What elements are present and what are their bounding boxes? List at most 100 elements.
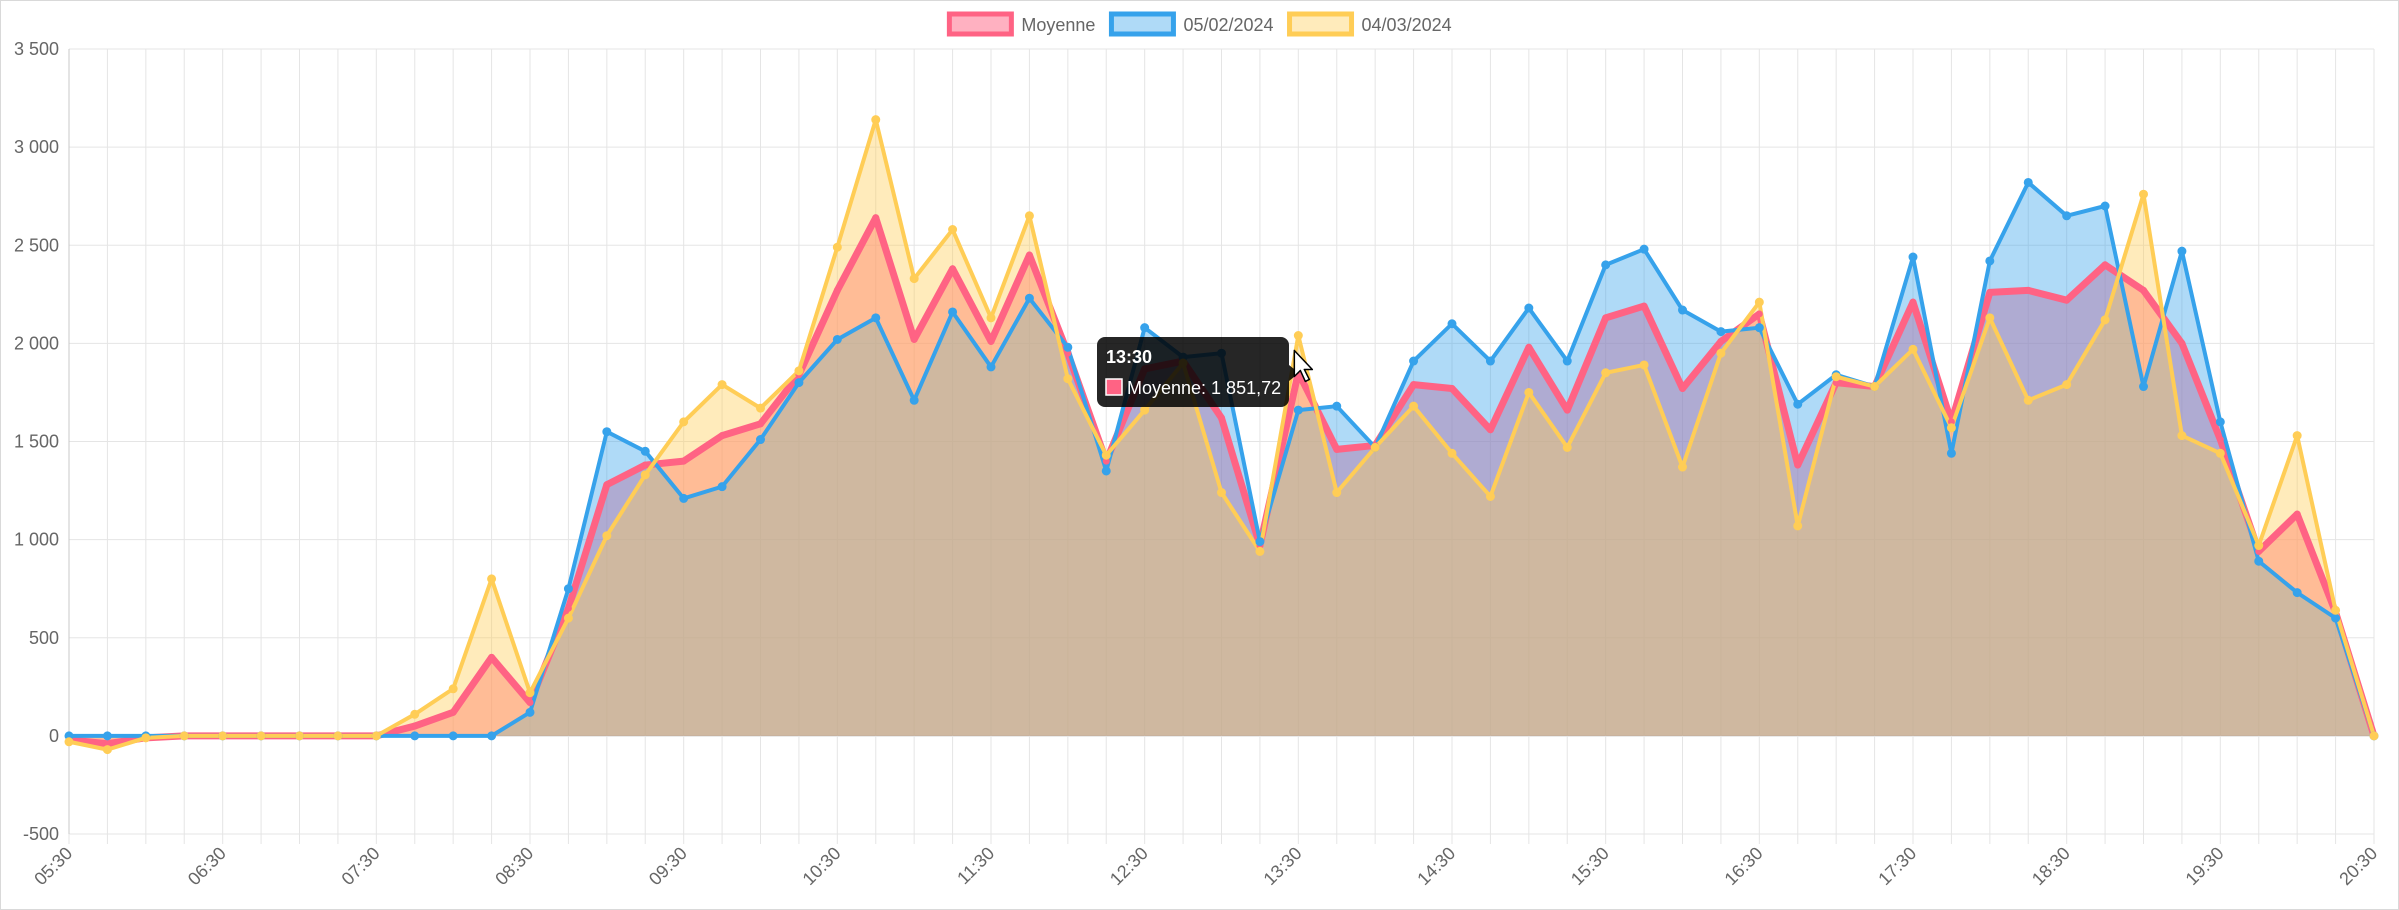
data-point xyxy=(2063,296,2071,304)
tooltip-swatch xyxy=(1105,378,1123,396)
data-point xyxy=(2293,510,2301,518)
data-point xyxy=(563,584,573,594)
data-point xyxy=(1217,488,1226,498)
data-point xyxy=(2023,177,2033,187)
data-point xyxy=(1486,426,1494,434)
data-point xyxy=(1908,344,1918,354)
data-point xyxy=(2177,431,2187,441)
data-point xyxy=(640,446,650,456)
x-tick-label: 08:30 xyxy=(491,843,537,889)
data-point xyxy=(1524,303,1534,313)
data-point xyxy=(1409,356,1419,366)
data-point xyxy=(1985,256,1995,266)
legend-swatch xyxy=(1108,11,1176,37)
x-tick-label: 15:30 xyxy=(1567,843,1613,889)
data-point xyxy=(1332,488,1342,498)
y-tick-label: 2 000 xyxy=(14,333,59,353)
data-point xyxy=(679,417,689,427)
data-point xyxy=(1716,327,1726,337)
data-point xyxy=(1601,260,1611,270)
data-point xyxy=(2139,189,2148,199)
data-point xyxy=(948,307,958,317)
data-point xyxy=(1986,288,1994,296)
data-point xyxy=(1447,448,1457,458)
x-tick-label: 19:30 xyxy=(2182,843,2228,889)
data-point xyxy=(2023,395,2033,405)
x-tick-label: 10:30 xyxy=(799,843,845,889)
data-point xyxy=(1602,314,1610,322)
legend-label: 04/03/2024 xyxy=(1362,15,1452,35)
data-point xyxy=(563,613,573,623)
data-point xyxy=(948,225,958,235)
data-point xyxy=(102,731,112,741)
data-point xyxy=(1370,442,1380,452)
data-point xyxy=(1793,399,1803,409)
data-point xyxy=(2215,448,2225,458)
series-area-0 xyxy=(69,217,2374,744)
data-point xyxy=(871,115,881,125)
y-tick-label: 1 500 xyxy=(14,432,59,452)
data-point xyxy=(1639,360,1649,370)
legend-swatch xyxy=(1287,11,1355,37)
mouse-cursor xyxy=(1293,349,1314,383)
tooltip-title: 13:30 xyxy=(1106,347,1152,367)
series-area-2 xyxy=(69,119,2374,750)
data-point xyxy=(1140,405,1150,415)
x-tick-label: 16:30 xyxy=(1721,843,1767,889)
data-point xyxy=(1755,310,1763,318)
data-point xyxy=(410,709,420,719)
data-point xyxy=(1025,251,1033,259)
data-point xyxy=(102,745,112,755)
data-point xyxy=(2292,588,2302,598)
data-point xyxy=(1563,406,1571,414)
data-point xyxy=(717,482,727,492)
series-area-1 xyxy=(69,182,2374,736)
data-point xyxy=(448,684,458,694)
data-point xyxy=(1601,368,1611,378)
data-point xyxy=(640,470,650,480)
data-point xyxy=(1447,319,1457,329)
data-point xyxy=(1293,331,1303,341)
data-point xyxy=(1024,211,1034,221)
data-point xyxy=(602,427,612,437)
tooltip-box xyxy=(1097,337,1289,407)
x-tick-label: 18:30 xyxy=(2028,843,2074,889)
data-point xyxy=(2024,286,2032,294)
data-point xyxy=(2178,339,2186,347)
data-point xyxy=(371,731,381,741)
data-point xyxy=(1525,343,1533,351)
data-point xyxy=(2331,613,2341,623)
y-tick-label: 0 xyxy=(49,726,59,746)
data-point xyxy=(833,286,841,294)
data-point xyxy=(2062,211,2072,221)
data-point xyxy=(756,435,765,445)
data-point xyxy=(1524,387,1534,397)
data-point xyxy=(256,731,266,741)
data-point xyxy=(871,313,881,323)
data-point xyxy=(2062,380,2072,390)
data-point xyxy=(218,731,228,741)
data-point xyxy=(2369,731,2379,741)
y-axis: -500 0 500 1 000 1 500 2 000 2 500 3 000 3 500 xyxy=(14,39,59,844)
data-point xyxy=(910,335,918,343)
data-point xyxy=(1946,448,1956,458)
data-point xyxy=(1754,297,1764,307)
data-point xyxy=(1946,423,1956,433)
x-tick-label: 13:30 xyxy=(1260,843,1306,889)
data-point xyxy=(1985,313,1995,323)
data-point xyxy=(832,334,842,344)
cursor-arrow-icon xyxy=(1293,349,1314,383)
data-point xyxy=(488,653,496,661)
data-point xyxy=(526,699,534,707)
data-point xyxy=(411,722,419,730)
data-point xyxy=(141,733,151,743)
data-point xyxy=(987,337,995,345)
data-point xyxy=(449,708,457,716)
data-point xyxy=(410,731,420,741)
data-point xyxy=(1831,372,1841,382)
data-point xyxy=(1754,323,1764,333)
data-point xyxy=(2215,417,2225,427)
data-point xyxy=(564,604,572,612)
data-point xyxy=(2177,246,2187,256)
